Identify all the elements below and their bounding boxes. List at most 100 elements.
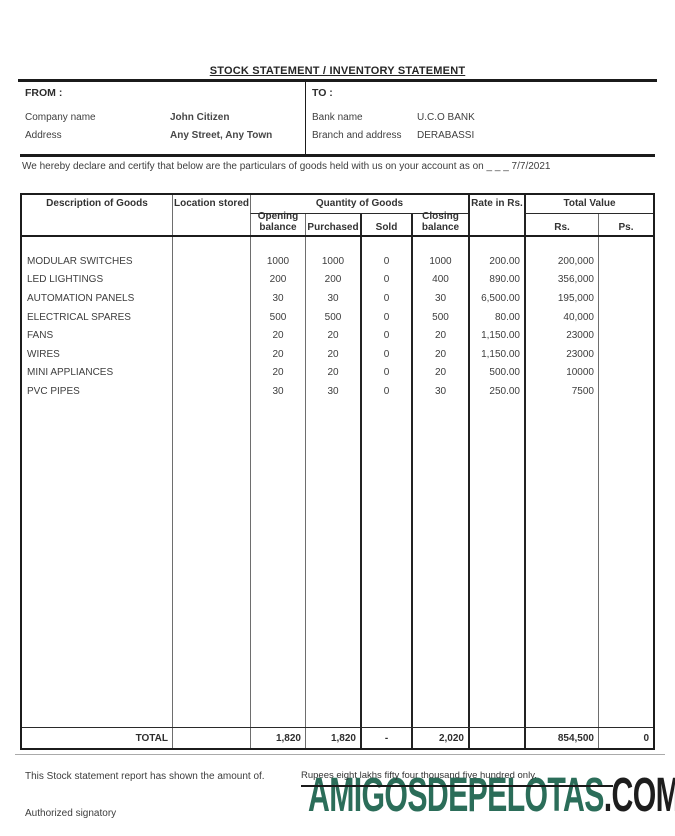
item-ps	[599, 252, 653, 271]
item-rate: 890.00	[489, 274, 520, 286]
item-opening: 500	[269, 311, 287, 323]
item-location	[173, 345, 250, 364]
item-opening: 30	[272, 292, 284, 304]
stock-table: Description of Goods Location stored Qua…	[20, 193, 655, 750]
table-column-rate: 200.00 890.00 6,500.00 80.00 1,150.00 1,150.0…	[468, 237, 524, 727]
total-sold: -	[360, 728, 411, 748]
item-location	[173, 364, 250, 383]
item-purchased: 1000	[321, 255, 345, 267]
from-heading: FROM :	[25, 87, 63, 99]
item-sold: 0	[383, 330, 390, 342]
title-rule	[18, 79, 657, 82]
total-opening: 1,820	[250, 728, 305, 748]
address-row: Address Any Street, Any Town	[25, 126, 305, 144]
item-sold: 0	[383, 348, 390, 360]
item-opening: 1000	[266, 255, 290, 267]
header-opening-balance: Opening balance	[250, 211, 305, 235]
item-purchased: 500	[324, 311, 342, 323]
item-ps	[599, 308, 653, 327]
item-ps	[599, 271, 653, 290]
branch-value: DERABASSI	[417, 129, 475, 141]
item-rate: 80.00	[494, 311, 520, 323]
item-sold: 0	[383, 292, 390, 304]
header-closing-balance: Closing balance	[411, 211, 468, 235]
item-rs: 200,000	[557, 255, 594, 267]
bank-name-value: U.C.O BANK	[417, 111, 475, 123]
header-rs: Rs.	[524, 214, 598, 235]
amount-in-words: Rupees eight lakhs fifty four thousand f…	[301, 770, 613, 787]
total-rs: 854,500	[524, 728, 598, 748]
company-name-label: Company name	[25, 111, 96, 123]
item-purchased: 200	[324, 274, 342, 286]
total-rate	[468, 728, 524, 748]
item-rs: 40,000	[563, 311, 594, 323]
item-rs: 23000	[566, 348, 594, 360]
watermark-main: AMIGOSDEPELOTAS	[308, 769, 604, 822]
bank-name-label: Bank name	[312, 111, 363, 123]
total-ps: 0	[598, 728, 653, 748]
item-rate: 1,150.00	[481, 348, 520, 360]
item-closing: 30	[434, 292, 447, 304]
item-sold: 0	[383, 274, 390, 286]
item-location	[173, 326, 250, 345]
branch-row: Branch and address DERABASSI	[312, 126, 655, 144]
item-purchased: 30	[327, 385, 339, 397]
item-sold: 0	[383, 255, 390, 267]
item-ps	[599, 289, 653, 308]
item-location	[173, 289, 250, 308]
item-location	[173, 252, 250, 271]
amount-in-words-wrap: Rupees eight lakhs fifty four thousand f…	[301, 770, 613, 787]
table-column-location	[172, 237, 250, 727]
branch-label: Branch and address	[312, 129, 402, 141]
item-purchased: 20	[327, 348, 339, 360]
company-name-row: Company name John Citizen	[25, 108, 305, 126]
header-rate: Rate in Rs.	[468, 195, 524, 235]
company-name-value: John Citizen	[170, 111, 230, 123]
item-name: MODULAR SWITCHES	[27, 255, 133, 267]
item-rate: 200.00	[489, 255, 520, 267]
item-purchased: 20	[327, 367, 339, 379]
item-name: LED LIGHTINGS	[27, 274, 104, 286]
item-purchased: 30	[327, 292, 339, 304]
authorized-signatory: Authorized signatory	[25, 808, 117, 819]
bank-name-row: Bank name U.C.O BANK	[312, 108, 655, 126]
table-column-ps	[598, 237, 653, 727]
document-title: STOCK STATEMENT / INVENTORY STATEMENT	[209, 65, 466, 77]
address-value: Any Street, Any Town	[170, 129, 273, 141]
item-name: WIRES	[27, 348, 60, 360]
to-heading: TO :	[312, 87, 333, 99]
item-rs: 7500	[571, 385, 594, 397]
watermark: AMIGOSDEPELOTAS.COM	[308, 772, 675, 820]
item-location	[173, 382, 250, 401]
header-description: Description of Goods	[46, 198, 148, 209]
table-column-purchased: 1000 200 30 500 20 20 20 30	[305, 237, 360, 727]
table-body: MODULAR SWITCHES LED LIGHTINGS AUTOMATION …	[22, 237, 653, 727]
header-total-group: Total Value	[524, 195, 653, 214]
item-opening: 20	[272, 348, 284, 360]
from-to-box: FROM : Company name John Citizen Address…	[20, 82, 655, 157]
table-total-row: TOTAL 1,820 1,820-2,020 854,500 0	[22, 727, 653, 748]
item-ps	[599, 364, 653, 383]
total-purchased: 1,820	[305, 728, 360, 748]
table-column-closing: 1000 400 30 500 20 20 20 30	[411, 237, 468, 727]
item-name: PVC PIPES	[27, 385, 80, 397]
table-column-opening: 1000 200 30 500 20 20 20 30	[250, 237, 305, 727]
item-sold: 0	[383, 311, 390, 323]
amount-note: This Stock statement report has shown th…	[25, 771, 265, 782]
item-sold: 0	[383, 385, 390, 397]
item-name: FANS	[27, 330, 54, 342]
item-rs: 23000	[566, 330, 594, 342]
watermark-suffix: .COM	[603, 769, 675, 822]
table-header: Description of Goods Location stored Qua…	[22, 195, 653, 237]
item-closing: 500	[432, 311, 449, 323]
item-rate: 500.00	[489, 367, 520, 379]
to-section: TO : Bank name U.C.O BANK Branch and add…	[305, 82, 655, 154]
header-quantity-group: Quantity of Goods	[250, 195, 468, 214]
header-purchased: Purchased	[305, 214, 360, 235]
item-rs: 10000	[566, 367, 594, 379]
item-sold: 0	[383, 367, 390, 379]
item-closing: 20	[434, 348, 447, 360]
item-opening: 200	[269, 274, 287, 286]
item-closing: 400	[432, 274, 449, 286]
item-closing: 20	[434, 330, 447, 342]
